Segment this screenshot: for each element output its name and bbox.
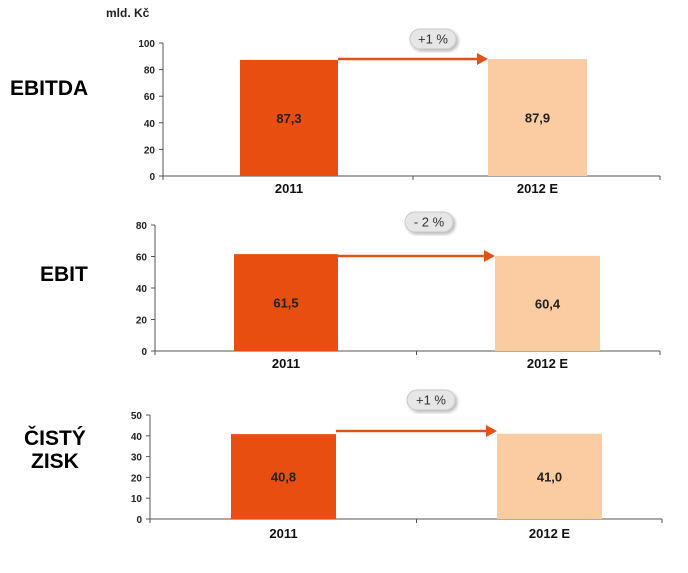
y-tick-label: 30 xyxy=(131,453,143,464)
change-arrow-head xyxy=(477,53,488,65)
metric-label-ebit: EBIT xyxy=(40,263,88,286)
y-tick-label: 40 xyxy=(136,284,148,295)
change-badge xyxy=(406,389,456,411)
y-tick-label: 40 xyxy=(144,119,156,130)
change-arrow-head xyxy=(486,425,497,437)
chart-panel-3: 0 10 20 30 40 50 40,8 2011 41,0 2012 E +1 % xyxy=(131,389,663,541)
bar-2012-e xyxy=(488,59,587,176)
bar-value-label: 40,8 xyxy=(271,470,296,485)
change-badge xyxy=(409,28,457,50)
y-tick-label: 10 xyxy=(131,494,143,505)
chart-panel-1: 0 20 40 60 80 100 87,3 2011 87,9 2012 E +1 % xyxy=(138,28,661,196)
change-arrow-head xyxy=(484,250,495,262)
change-badge-label: - 2 % xyxy=(414,215,445,230)
category-label: 2011 xyxy=(269,526,297,541)
bar-2012-e xyxy=(495,255,600,351)
y-tick-label: 20 xyxy=(131,473,143,484)
category-label: 2012 E xyxy=(529,526,571,541)
change-badge xyxy=(404,211,454,233)
bar-value-label: 41,0 xyxy=(537,469,562,484)
change-badge-label: +1 % xyxy=(416,393,446,408)
bar-2011 xyxy=(231,434,336,519)
category-label: 2012 E xyxy=(527,356,569,371)
y-tick-label: 20 xyxy=(144,145,156,156)
bar-value-label: 87,9 xyxy=(525,111,550,126)
y-tick-label: 40 xyxy=(131,432,143,443)
y-tick-label: 20 xyxy=(136,316,148,327)
bar-2011 xyxy=(234,254,338,351)
change-badge-label: +1 % xyxy=(418,32,448,47)
metric-label-cisty-zisk-line-1: ČISTÝ xyxy=(24,427,86,450)
bar-value-label: 60,4 xyxy=(535,296,561,311)
y-tick-label: 80 xyxy=(136,221,148,232)
y-tick-label: 60 xyxy=(136,253,148,264)
category-label: 2011 xyxy=(275,181,303,196)
y-tick-label: 100 xyxy=(138,39,155,50)
bar-2011 xyxy=(240,59,338,176)
y-tick-label: 50 xyxy=(131,411,143,422)
y-tick-label: 80 xyxy=(144,66,156,77)
y-tick-label: 0 xyxy=(149,172,155,183)
y-tick-label: 0 xyxy=(136,515,142,526)
y-tick-label: 60 xyxy=(144,92,156,103)
chart-panel-2: 0 20 40 60 80 61,5 2011 60,4 2012 E - 2 % xyxy=(136,211,661,371)
bar-value-label: 87,3 xyxy=(276,111,301,126)
category-label: 2012 E xyxy=(517,181,559,196)
metric-label-cisty-zisk-line-2: ZISK xyxy=(31,450,79,473)
metric-label-ebitda: EBITDA xyxy=(10,77,89,100)
bar-value-label: 61,5 xyxy=(273,296,298,311)
bar-2012-e xyxy=(497,433,602,519)
y-tick-label: 0 xyxy=(141,347,147,358)
unit-label: mld. Kč xyxy=(106,6,150,20)
metric-label-cisty-zisk: ČISTÝ ZISK xyxy=(24,427,86,473)
category-label: 2011 xyxy=(272,356,300,371)
